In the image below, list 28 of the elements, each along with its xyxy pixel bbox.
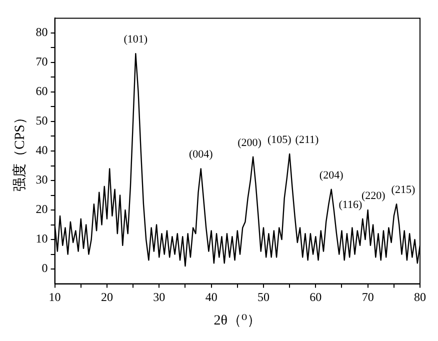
x-tick-label: 40 <box>205 290 218 304</box>
y-tick-label: 50 <box>36 114 48 128</box>
annotation: (211) <box>295 134 320 146</box>
y-axis-title: 强度（CPS） <box>12 110 28 192</box>
x-tick-label: 60 <box>310 290 322 304</box>
x-tick-label: 30 <box>153 290 166 304</box>
y-tick-label: 40 <box>36 143 48 158</box>
annotation: (101) <box>124 34 148 46</box>
y-tick-label: 60 <box>36 84 48 98</box>
annotation: (105) <box>267 134 292 146</box>
x-tick-label: 10 <box>48 290 61 304</box>
y-tick-label: 80 <box>36 25 48 40</box>
x-axis-title: 2θ（⁰） <box>214 313 262 328</box>
x-tick-label: 70 <box>362 290 374 304</box>
x-tick-label: 20 <box>100 290 113 304</box>
annotation: (204) <box>319 169 344 182</box>
y-tick-label: 30 <box>36 172 48 187</box>
annotation: (215) <box>391 184 416 196</box>
y-tick-label: 10 <box>36 232 48 246</box>
annotation: (220) <box>361 190 386 202</box>
x-tick-label: 50 <box>257 290 270 304</box>
annotation: (200) <box>238 136 262 149</box>
y-tick-label: 0 <box>42 261 48 276</box>
y-tick-label: 70 <box>36 54 48 69</box>
x-tick-label: 80 <box>414 290 426 304</box>
annotation: (004) <box>188 148 214 161</box>
annotation: (116) <box>338 198 362 211</box>
y-tick-label: 20 <box>36 202 48 216</box>
